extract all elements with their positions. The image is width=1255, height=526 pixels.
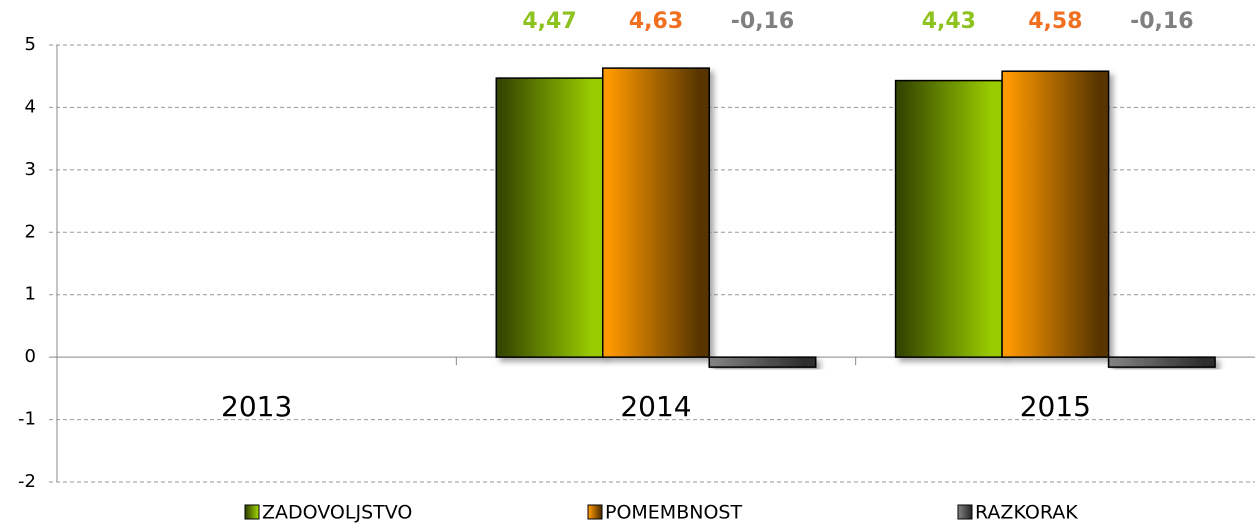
legend-label: RAZKORAK bbox=[975, 502, 1078, 524]
bar bbox=[708, 356, 817, 368]
legend-swatch bbox=[957, 504, 973, 520]
bar bbox=[602, 67, 710, 358]
y-tick-label: -1 bbox=[18, 409, 36, 430]
y-tick-label: 3 bbox=[25, 159, 36, 180]
bar bbox=[1001, 70, 1110, 358]
y-tick-label: 0 bbox=[25, 346, 36, 367]
value-label: -0,16 bbox=[731, 9, 794, 34]
legend-label: POMEMBNOST bbox=[605, 502, 742, 524]
y-tick-label: 4 bbox=[25, 96, 36, 117]
x-tick-label: 2013 bbox=[221, 390, 292, 423]
y-tick-label: 5 bbox=[25, 34, 36, 55]
bar bbox=[894, 79, 1003, 358]
legend-swatch bbox=[587, 504, 603, 520]
x-tick-label: 2014 bbox=[620, 390, 691, 423]
legend-swatch bbox=[244, 504, 260, 520]
value-label: -0,16 bbox=[1130, 9, 1193, 34]
bar bbox=[495, 77, 604, 358]
value-label: 4,58 bbox=[1028, 9, 1082, 34]
legend-label: ZADOVOLJSTVO bbox=[262, 502, 412, 524]
x-tick-label: 2015 bbox=[1020, 390, 1091, 423]
y-tick-label: -2 bbox=[18, 471, 36, 492]
y-tick-label: 2 bbox=[25, 221, 36, 242]
value-label: 4,43 bbox=[922, 9, 976, 34]
value-label: 4,47 bbox=[522, 9, 576, 34]
bar bbox=[1107, 356, 1216, 368]
y-tick-label: 1 bbox=[25, 284, 36, 305]
value-label: 4,63 bbox=[629, 9, 683, 34]
